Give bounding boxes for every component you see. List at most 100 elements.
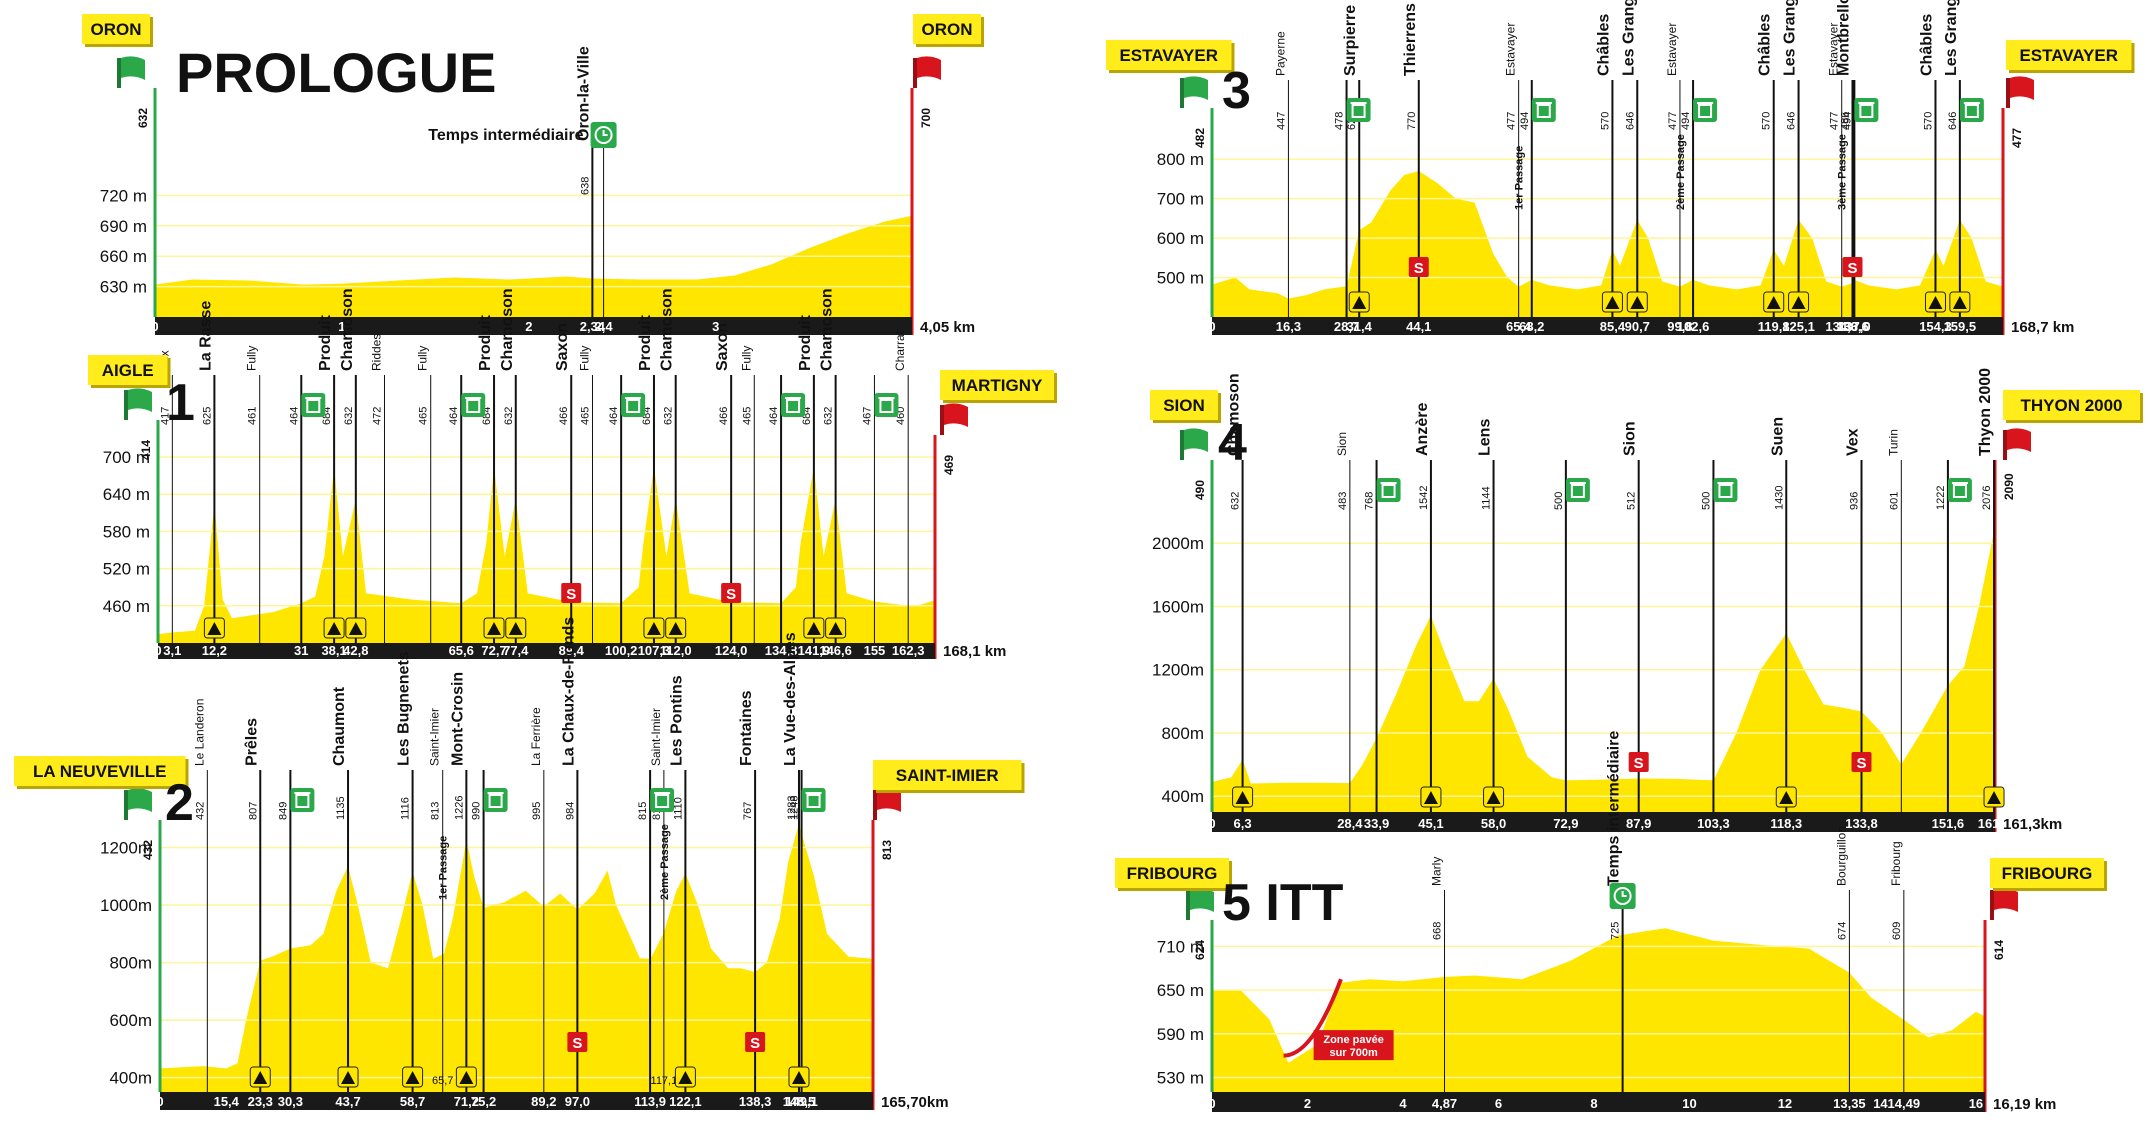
x-tick-label: 134,8 <box>765 643 798 658</box>
bin-shape <box>786 399 801 413</box>
feed-box <box>1693 98 1718 122</box>
finish-flag-icon <box>2003 428 2031 460</box>
x-tick-label: 137,0 <box>1838 319 1871 334</box>
y-tick-label: 1600m <box>1152 597 1204 616</box>
total-distance: 4,05 km <box>920 319 975 336</box>
feed-icon <box>1565 478 1590 502</box>
marker-altitude: 478 <box>1334 112 1346 130</box>
mountain-shape <box>405 1071 420 1084</box>
feed-box <box>1854 98 1879 122</box>
marker-altitude: 725 <box>1610 922 1622 940</box>
bin-shape <box>1964 104 1979 118</box>
sprint-box <box>1842 257 1863 277</box>
finish-city-tag: ORON <box>913 14 984 47</box>
climb-icon <box>1348 291 1370 313</box>
sprint-icon: S <box>721 583 742 603</box>
marker-altitude: 447 <box>1275 112 1287 130</box>
mountain-shape <box>1235 791 1250 804</box>
tag-label: SAINT-IMIER <box>896 766 999 785</box>
feed-icon <box>1531 98 1556 122</box>
x-tick-label: 134,3 <box>1825 319 1858 334</box>
finish-altitude: 469 <box>942 455 956 475</box>
passage-value: 65,7 <box>432 1075 453 1087</box>
feed-icon <box>874 393 899 417</box>
icon-label: Temps intermédiaire <box>428 127 583 144</box>
y-tick-label: 800m <box>109 954 152 973</box>
stage-chart: 2000m 1600m 1200m 800m 400m 0 6,3 28,4 33,9 45,1 5… <box>1150 368 2143 833</box>
flag-cloth <box>944 403 968 427</box>
marker-altitude: 464 <box>448 407 460 425</box>
marker-name: Chamoson <box>499 288 516 371</box>
x-tick-label: 149,1 <box>785 1094 818 1109</box>
marker-name: Sion <box>1622 421 1639 456</box>
sprint-icon: S <box>561 583 582 603</box>
finish-city-tag: MARTIGNY <box>940 370 1057 403</box>
feed-box <box>483 788 508 812</box>
finish-city-tag: ESTAVAYER <box>2006 40 2135 73</box>
bin-shape <box>1570 484 1585 498</box>
tag-label: THYON 2000 <box>2020 396 2122 415</box>
marker-name: Estavayer <box>1827 23 1841 76</box>
stage-title: 5 ITT <box>1222 874 1344 932</box>
mountain-shape <box>508 622 523 635</box>
finish-city-tag: FRIBOURG <box>1990 858 2107 891</box>
x-tick-label: 6,3 <box>1234 816 1252 831</box>
x-tick-label: 33,9 <box>1364 816 1389 831</box>
x-tick-label: 107,3 <box>638 643 671 658</box>
sprint-letter: S <box>566 586 576 603</box>
marker-name: Les Granges <box>1943 0 1960 76</box>
flag-pole <box>1180 430 1184 460</box>
x-tick-label: 42,8 <box>343 643 368 658</box>
clock-icon <box>590 122 617 148</box>
finish-flag-icon <box>1990 888 2018 920</box>
y-tick-label: 630 m <box>100 278 147 297</box>
distance-bar <box>158 643 935 659</box>
y-tick-label: 590 m <box>1157 1025 1204 1044</box>
sprint-letter: S <box>1414 260 1424 277</box>
y-tick-label: 530 m <box>1157 1068 1204 1087</box>
start-city-tag: FRIBOURG <box>1115 858 1232 891</box>
tag-label: ESTAVAYER <box>2019 46 2118 65</box>
marker-altitude: 646 <box>1624 112 1636 130</box>
flag-pole <box>124 390 128 420</box>
climb-icon <box>1775 786 1797 808</box>
marker-name: Fribourg <box>1889 841 1903 886</box>
start-altitude: 414 <box>139 440 153 460</box>
y-tick-label: 1200m <box>1152 661 1204 680</box>
flag-pole <box>1180 78 1184 108</box>
marker-altitude: 632 <box>1230 492 1242 510</box>
start-city-tag: ORON <box>82 14 153 47</box>
feed-box <box>650 788 675 812</box>
feed-icon <box>1854 98 1879 122</box>
marker-altitude: 646 <box>1947 112 1959 130</box>
climb-icon <box>345 617 367 639</box>
bin-shape <box>655 794 670 808</box>
marker-altitude: 1144 <box>1481 486 1493 510</box>
marker-altitude: 461 <box>247 407 259 425</box>
marker-name: Payerne <box>1273 31 1287 76</box>
finish-flag-icon <box>940 403 968 435</box>
sprint-box <box>1628 752 1649 772</box>
flag-pole <box>940 405 944 435</box>
marker-altitude: 767 <box>742 802 754 820</box>
tag-box <box>1150 390 1218 420</box>
marker-name: Châbles <box>1918 14 1935 76</box>
finish-altitude: 2090 <box>2002 473 2016 500</box>
sprint-icon: S <box>1851 752 1872 772</box>
x-tick-label: 6 <box>1495 1096 1502 1111</box>
marker-altitude: 768 <box>1364 492 1376 510</box>
passage-label: 2ème Passage <box>1675 134 1687 210</box>
sprint-letter: S <box>726 586 736 603</box>
marker-altitude: 477 <box>1506 112 1518 130</box>
mountain-shape <box>1928 296 1943 309</box>
x-tick-label: 77,4 <box>503 643 529 658</box>
x-tick-label: 16,3 <box>1276 319 1301 334</box>
elevation-area <box>160 823 873 1092</box>
marker-name: Châbles <box>1757 14 1774 76</box>
x-tick-label: 15,4 <box>214 1094 240 1109</box>
feed-icon <box>1693 98 1718 122</box>
feed-box <box>1346 98 1371 122</box>
start-flag-icon <box>124 388 152 420</box>
marker-name: Les Pontins <box>668 675 685 766</box>
x-tick-label: 12 <box>1778 1096 1792 1111</box>
